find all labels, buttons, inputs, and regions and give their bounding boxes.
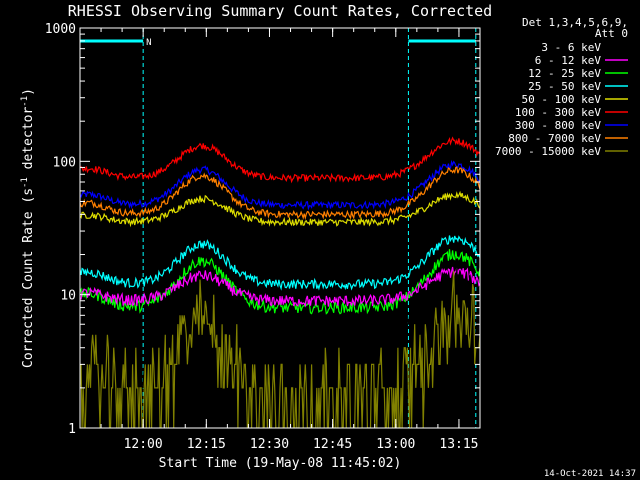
legend-header: Att 0 [595,27,628,40]
legend-entry-label: 3 - 6 keV [541,41,601,54]
legend-entry-label: 25 - 50 keV [528,80,601,93]
x-tick-label: 13:15 [439,437,478,452]
legend-entry-label: 800 - 7000 keV [508,132,601,145]
legend-entry-label: 100 - 300 keV [515,106,601,119]
plot-area [80,28,480,428]
series-line [80,271,480,428]
x-tick-label: 13:00 [376,437,415,452]
x-tick-label: 12:30 [250,437,289,452]
series-line [80,159,480,211]
y-tick-label: 1000 [45,22,76,37]
axes: 1 10 100 1000 12:00 12:15 12:30 12:45 13:00 13:15 [45,22,481,452]
x-tick-label: 12:15 [187,437,226,452]
legend-entry-label: 6 - 12 keV [535,54,602,67]
y-axis-label: Corrected Count Rate (s-1 detector-1) [20,88,36,368]
x-tick-label: 12:00 [124,437,163,452]
plot-frame [79,27,481,429]
x-axis-label: Start Time (19-May-08 11:45:02) [159,456,402,471]
series-line [80,190,480,228]
y-tick-label: 10 [60,289,76,304]
legend-entry-label: 12 - 25 keV [528,67,601,80]
saa-flag-label: N [146,38,151,48]
x-tick-label: 12:45 [313,437,352,452]
y-tick-label: 100 [53,155,76,170]
legend-entry-label: 300 - 800 keV [515,119,601,132]
legend-header: Det 1,3,4,5,6,9, [522,16,628,29]
legend-entry-label: 7000 - 15000 keV [495,145,601,158]
legend-entry-label: 50 - 100 keV [522,93,602,106]
timestamp: 14-Oct-2021 14:37 [544,469,636,479]
series-line [80,266,480,308]
series-line [80,136,480,184]
chart-title: RHESSI Observing Summary Count Rates, Co… [68,2,492,20]
series-line [80,166,480,221]
series-line [80,235,480,291]
y-tick-label: 1 [68,422,76,437]
